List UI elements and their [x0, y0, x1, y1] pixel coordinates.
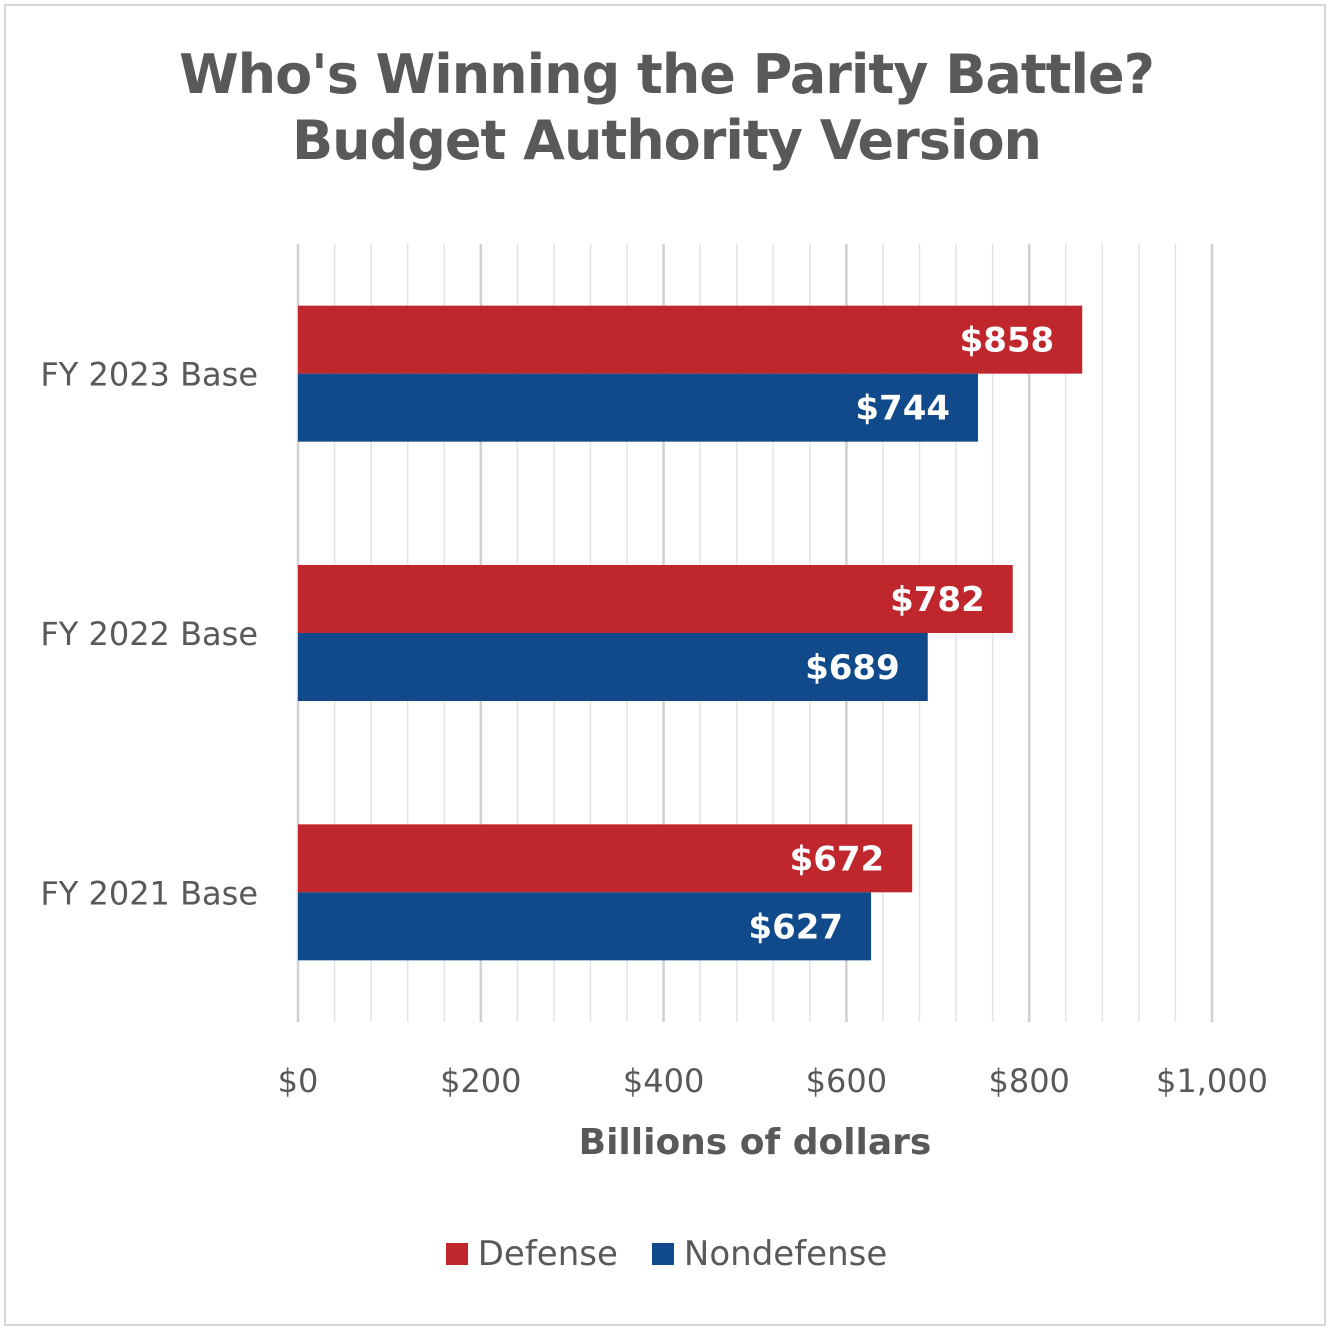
- x-tick-label: $0: [278, 1062, 319, 1100]
- legend-item-nondefense: Nondefense: [651, 1234, 888, 1274]
- chart-title: Who's Winning the Parity Battle?: [179, 43, 1155, 106]
- legend-swatch-defense: [445, 1243, 468, 1265]
- x-tick-label: $1,000: [1156, 1062, 1268, 1100]
- data-label-nondefense: $689: [805, 648, 900, 688]
- x-tick-label: $200: [440, 1062, 521, 1100]
- bar-defense: [298, 305, 1083, 374]
- bar-nondefense: [298, 373, 979, 442]
- bar-nondefense: [298, 892, 872, 961]
- chart-subtitle: Budget Authority Version: [292, 109, 1042, 172]
- category-label: FY 2021 Base: [40, 874, 258, 912]
- legend: Defense Nondefense: [0, 1234, 1333, 1274]
- data-label-defense: $782: [890, 580, 985, 620]
- chart-title-block: Who's Winning the Parity Battle? Budget …: [0, 42, 1333, 174]
- x-axis-title: Billions of dollars: [579, 1122, 932, 1163]
- legend-label-defense: Defense: [477, 1234, 618, 1274]
- category-label: FY 2022 Base: [40, 615, 258, 653]
- x-tick-label: $400: [623, 1062, 704, 1100]
- bar-defense: [298, 565, 1013, 633]
- data-label-nondefense: $627: [748, 907, 843, 947]
- legend-label-nondefense: Nondefense: [683, 1234, 888, 1274]
- bar-nondefense: [298, 633, 928, 701]
- data-label-nondefense: $744: [855, 389, 950, 429]
- bar-defense: [298, 824, 913, 893]
- data-label-defense: $672: [790, 839, 885, 879]
- x-tick-label: $600: [806, 1062, 887, 1100]
- legend-item-defense: Defense: [445, 1234, 618, 1274]
- legend-swatch-nondefense: [651, 1243, 674, 1265]
- x-tick-label: $800: [988, 1062, 1069, 1100]
- category-label: FY 2023 Base: [40, 356, 258, 394]
- data-label-defense: $858: [960, 321, 1055, 361]
